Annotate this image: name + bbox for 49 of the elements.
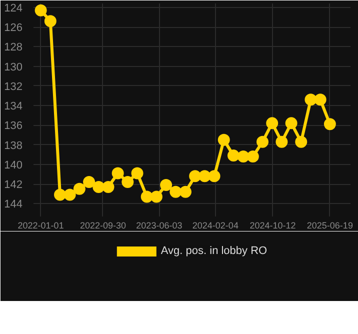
point xyxy=(34,4,47,16)
point xyxy=(295,136,308,148)
y-tick-label: 140 xyxy=(4,159,23,172)
point xyxy=(73,182,86,195)
point xyxy=(64,188,76,201)
y-tick-label: 134 xyxy=(4,100,23,113)
x-tick-label: 2022-01-01 xyxy=(18,220,64,230)
point xyxy=(227,150,240,162)
y-tick-label: 138 xyxy=(4,140,23,152)
y-tick-label: 132 xyxy=(4,80,23,93)
point xyxy=(131,167,144,180)
point xyxy=(140,190,153,203)
point xyxy=(160,179,172,191)
point xyxy=(150,190,162,203)
point xyxy=(285,117,298,130)
point xyxy=(54,188,66,201)
point xyxy=(256,136,269,148)
point xyxy=(304,94,317,106)
y-tick-label: 142 xyxy=(4,179,23,192)
point xyxy=(122,176,134,188)
x-tick-label: 2024-10-12 xyxy=(250,220,296,230)
point xyxy=(92,180,105,193)
point xyxy=(112,167,124,180)
x-tick-label: 2025-06-19 xyxy=(306,220,353,230)
point xyxy=(237,150,250,163)
point xyxy=(246,150,259,163)
y-tick-label: 130 xyxy=(4,61,23,74)
point xyxy=(314,94,326,106)
y-tick-label: 124 xyxy=(4,2,23,14)
point xyxy=(44,15,56,28)
point xyxy=(83,176,96,188)
x-tick-label: 2022-09-30 xyxy=(80,220,126,230)
point xyxy=(266,117,278,130)
point xyxy=(218,134,230,146)
point xyxy=(102,180,114,193)
y-tick-label: 136 xyxy=(4,120,23,132)
point xyxy=(170,186,182,198)
point xyxy=(179,186,192,198)
point xyxy=(208,170,220,182)
x-tick-label: 2023-06-03 xyxy=(136,220,182,230)
point xyxy=(198,170,211,182)
y-tick-label: 126 xyxy=(4,22,23,34)
x-tick-label: 2024-02-04 xyxy=(192,220,238,230)
point xyxy=(189,170,202,182)
legend-label: Avg. pos. in lobby RO xyxy=(160,245,268,257)
y-tick-label: 128 xyxy=(4,42,23,54)
point xyxy=(276,136,288,148)
point xyxy=(324,118,336,130)
y-tick-label: 144 xyxy=(4,198,23,211)
